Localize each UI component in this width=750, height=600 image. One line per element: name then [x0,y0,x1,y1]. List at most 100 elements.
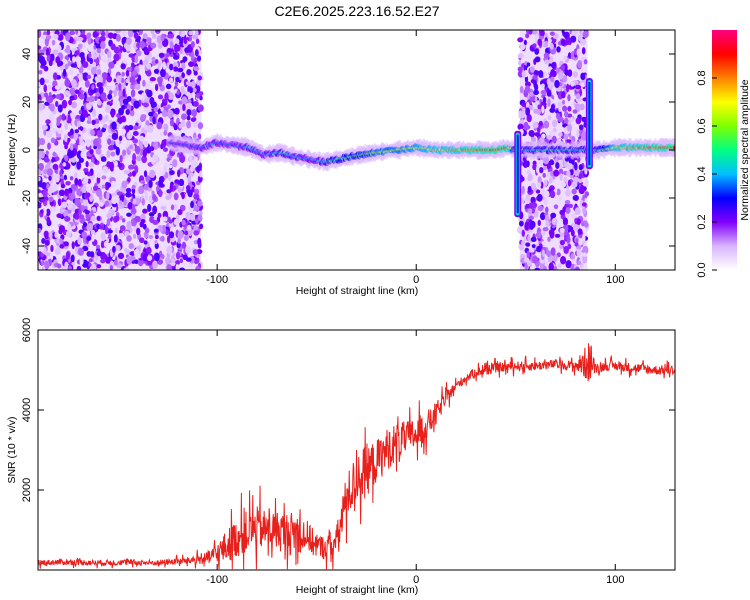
noise-speckle [544,214,550,222]
noise-speckle [57,263,62,269]
noise-speckle [575,266,580,270]
y-tick-label: 20 [21,96,33,108]
noise-speckle [52,49,59,55]
noise-speckle [106,150,111,158]
noise-speckle [86,171,92,177]
noise-speckle [85,183,92,193]
noise-speckle [93,185,99,192]
noise-speckle [127,201,133,210]
noise-speckle [70,193,76,200]
noise-speckle [576,218,581,226]
noise-speckle [70,183,78,190]
noise-speckle [579,103,585,111]
noise-speckle [101,30,106,38]
noise-speckle [54,248,61,255]
noise-speckle [169,118,175,127]
noise-speckle [48,175,52,181]
noise-speckle [162,216,168,222]
noise-speckle [543,190,550,199]
noise-speckle [152,116,156,125]
noise-speckle [555,162,560,170]
noise-speckle [559,173,563,181]
noise-speckle [114,227,119,234]
noise-speckle [118,135,123,142]
noise-speckle [532,255,538,264]
noise-speckle [71,79,77,88]
noise-speckle [174,107,180,115]
noise-speckle [187,189,193,198]
noise-speckle [552,253,558,262]
noise-speckle [555,67,561,74]
noise-speckle [560,256,567,265]
noise-speckle [65,180,71,186]
noise-speckle [92,61,97,68]
noise-speckle [107,138,112,145]
noise-speckle [197,200,203,207]
noise-speckle [526,250,530,260]
noise-speckle [82,222,88,227]
noise-speckle [558,196,562,201]
noise-speckle [563,55,568,61]
noise-speckle [118,200,123,206]
noise-speckle [530,196,536,204]
noise-speckle [60,183,66,189]
noise-speckle [169,63,174,71]
noise-speckle [44,239,50,246]
noise-speckle [550,247,556,256]
noise-speckle [119,225,126,232]
noise-speckle [94,76,99,82]
noise-speckle [575,93,581,100]
noise-speckle [528,215,535,220]
noise-speckle [67,114,71,124]
noise-speckle [574,84,582,90]
noise-speckle [57,44,62,53]
noise-speckle [519,85,524,94]
noise-speckle [42,208,47,216]
noise-speckle [113,53,120,62]
noise-speckle [575,117,582,125]
noise-speckle [92,53,98,60]
noise-speckle [96,188,102,197]
noise-speckle [122,88,126,98]
noise-speckle [43,78,50,84]
noise-speckle [562,217,569,226]
noise-speckle [61,99,68,109]
noise-speckle [101,184,106,189]
noise-speckle [526,114,532,123]
noise-speckle [89,57,94,65]
noise-speckle [54,231,59,238]
noise-speckle [164,171,169,179]
noise-speckle [537,104,542,110]
noise-speckle [566,163,574,170]
noise-speckle [63,210,68,217]
noise-speckle [152,219,159,225]
noise-speckle [104,104,112,114]
noise-speckle [173,218,180,226]
noise-speckle [533,89,540,96]
noise-speckle [541,249,546,257]
noise-speckle [557,263,562,269]
noise-speckle [73,230,78,239]
noise-speckle [110,180,116,187]
noise-speckle [83,246,89,251]
noise-speckle [46,34,52,40]
noise-speckle [545,220,550,228]
noise-speckle [546,172,552,178]
noise-speckle [543,52,550,59]
noise-speckle [582,207,586,215]
noise-speckle [114,30,122,34]
noise-speckle [119,154,123,163]
noise-speckle [530,202,538,209]
noise-speckle [144,227,150,234]
noise-speckle [172,185,177,191]
noise-speckle [108,90,113,95]
noise-speckle [154,234,159,240]
noise-speckle [578,124,584,131]
noise-speckle [532,43,537,48]
noise-speckle [579,184,585,192]
noise-speckle [78,157,84,163]
noise-speckle [561,181,567,188]
noise-speckle [47,84,52,90]
noise-speckle [560,91,566,99]
noise-speckle [160,106,164,112]
